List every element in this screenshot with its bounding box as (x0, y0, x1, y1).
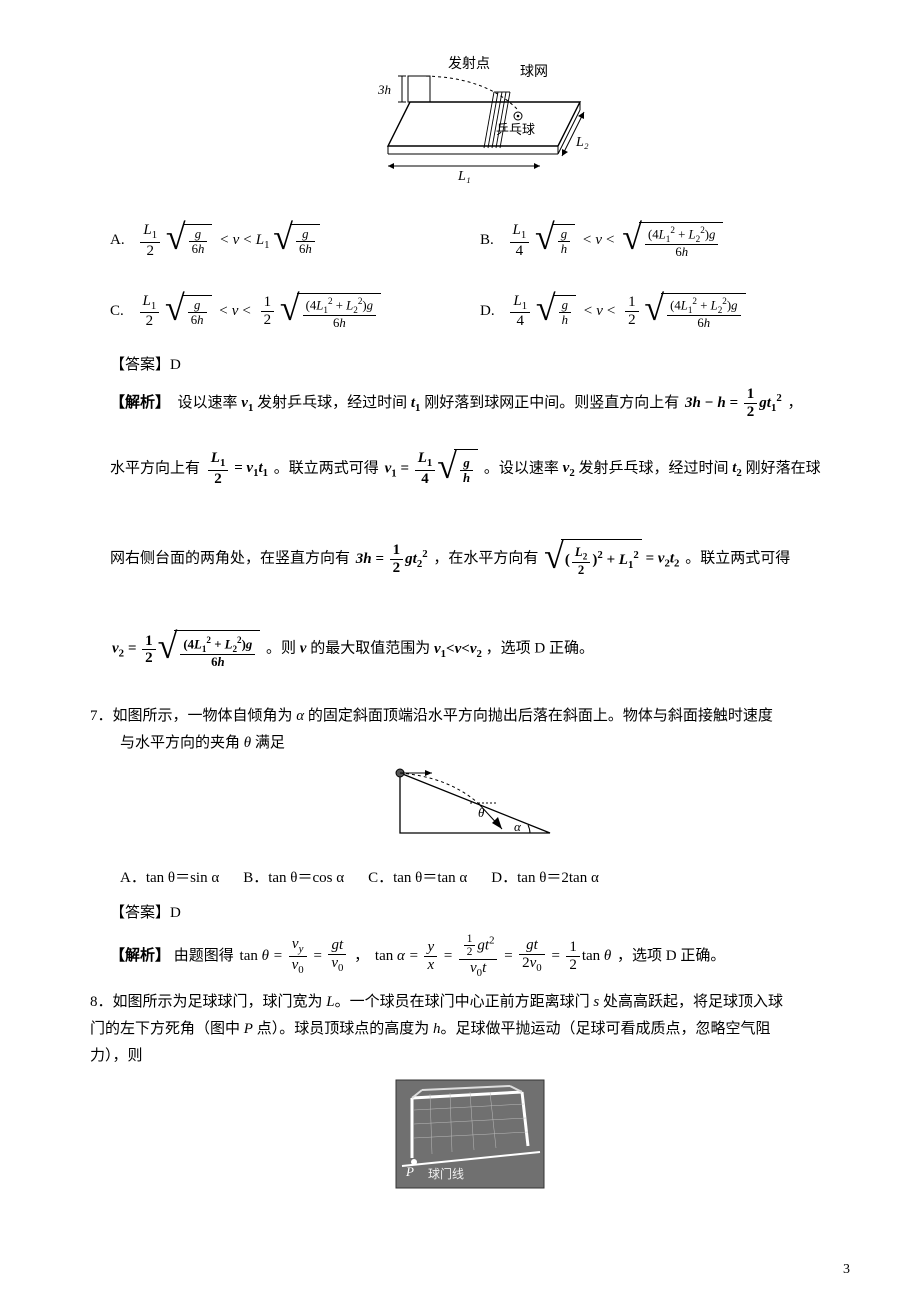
q7-answer: 【答案】D (110, 900, 850, 927)
q7-number: 7． (90, 708, 113, 724)
q8: 8．如图所示为足球球门，球门宽为 L。一个球员在球门中心正前方距离球门 s 处高… (90, 989, 850, 1070)
goal-svg: P 球门线 (390, 1074, 550, 1194)
q6-options-row1: A. L12 √g6h <v<L1 √g6h B. L14 √gh <v< √(… (110, 208, 850, 273)
label-launch: 发射点 (448, 56, 490, 72)
q7-option-B: B．tan θ＝cos α (243, 865, 344, 892)
page-number: 3 (843, 1257, 850, 1282)
label-ball: 乒乓球 (496, 122, 535, 137)
q7-options: A．tan θ＝sin α B．tan θ＝cos α C．tan θ＝tan … (120, 865, 850, 892)
label-net: 球网 (520, 64, 548, 80)
q6-option-A: A. L12 √g6h <v<L1 √g6h (110, 208, 480, 273)
dim-3h: 3h (377, 82, 391, 97)
label-goal-line: 球门线 (428, 1166, 464, 1181)
figure-pingpong: 发射点 球网 3h 乒乓球 (90, 54, 850, 194)
dim-L2: L₂ (575, 135, 589, 150)
label-P: P (405, 1164, 414, 1179)
q7-option-C: C．tan θ＝tan α (368, 865, 467, 892)
q6-option-D: D. L14 √gh <v< 12 √(4L12 + L22)g6h (480, 279, 850, 344)
svg-text:α: α (514, 819, 522, 834)
q8-number: 8． (90, 994, 113, 1010)
q6-options-row2: C. L12 √g6h <v< 12 √(4L12 + L22)g6h D. L… (110, 279, 850, 344)
svg-text:θ: θ (478, 805, 485, 820)
q7-option-D: D．tan θ＝2tan α (491, 865, 599, 892)
pingpong-svg: 发射点 球网 3h 乒乓球 (340, 54, 600, 184)
q6-solution: 【解析】 设以速率 v1 发射乒乓球，经过时间 t1 刚好落到球网正中间。则竖直… (110, 385, 850, 693)
q7: 7．如图所示，一物体自倾角为 α 的固定斜面顶端沿水平方向抛出后落在斜面上。物体… (90, 703, 850, 757)
dim-L1: L₁ (457, 169, 471, 184)
figure-goal: P 球门线 (90, 1074, 850, 1204)
incline-svg: θ α (370, 761, 570, 841)
q7-solution: 【解析】 由题图得 tan θ = vyv0 = gtv0 ， tan α = … (110, 933, 850, 980)
q7-option-A: A．tan θ＝sin α (120, 865, 219, 892)
q6-answer: 【答案】D (110, 352, 850, 379)
figure-incline: θ α (90, 761, 850, 851)
q6-option-C: C. L12 √g6h <v< 12 √(4L12 + L22)g6h (110, 279, 480, 344)
q6-option-B: B. L14 √gh <v< √(4L12 + L22)g6h (480, 208, 850, 273)
